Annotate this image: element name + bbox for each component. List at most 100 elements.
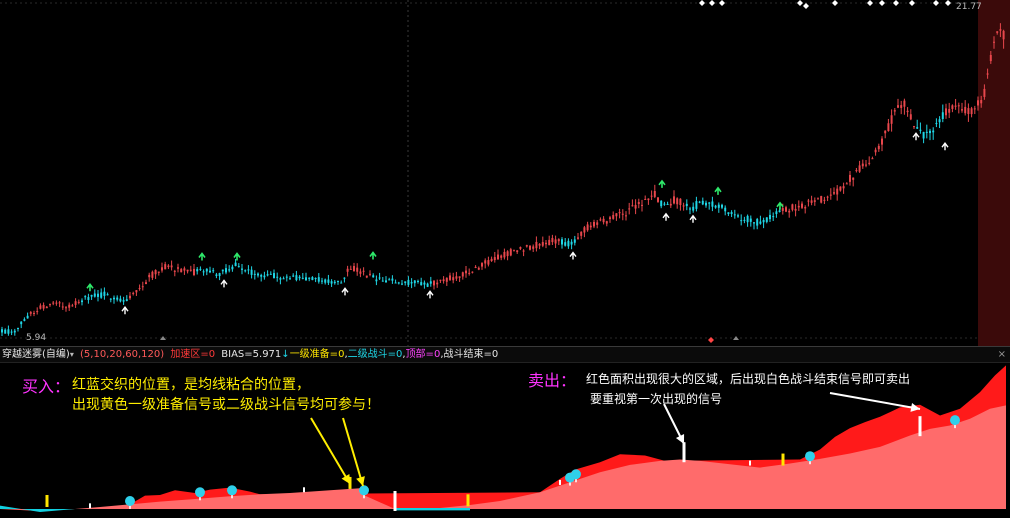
candle-body xyxy=(465,270,467,274)
sell-line1: 红色面积出现很大的区域，后出现白色战斗结束信号即可卖出 xyxy=(586,372,911,386)
candle-body xyxy=(84,296,87,298)
candle-body xyxy=(977,100,979,106)
candle-body xyxy=(660,200,663,207)
candle-body xyxy=(983,88,986,97)
dot-stem xyxy=(575,476,577,483)
candle-body xyxy=(356,267,359,272)
candle-body xyxy=(810,200,813,203)
candle-body xyxy=(321,280,323,282)
candle-body xyxy=(74,301,77,305)
candle-body xyxy=(714,205,717,208)
candle-body xyxy=(116,297,119,300)
candle-body xyxy=(81,300,83,303)
candle-body xyxy=(621,213,624,215)
candle-body xyxy=(141,286,144,288)
sell-arrow-2 xyxy=(829,392,921,410)
candle-body xyxy=(833,192,835,194)
candle-body xyxy=(954,105,957,107)
candle-body xyxy=(65,307,67,309)
candle-body xyxy=(538,243,541,246)
candle-body xyxy=(349,268,352,270)
white-signal-arrow xyxy=(689,214,697,223)
price-low-label: 5.94 xyxy=(26,333,47,343)
sell-arrow-1-head xyxy=(675,434,685,444)
candle-body xyxy=(445,277,448,282)
candle-body xyxy=(772,216,775,218)
price-chart xyxy=(0,0,1010,346)
sell-arrow-1 xyxy=(663,403,685,445)
candle-body xyxy=(237,266,240,268)
candle-body xyxy=(938,119,941,123)
candle-body xyxy=(225,268,227,273)
close-panel-icon[interactable]: × xyxy=(997,349,1006,360)
candle-body xyxy=(289,278,291,280)
candle-body xyxy=(740,220,743,222)
candle-body xyxy=(807,200,810,202)
candle-body xyxy=(305,277,307,281)
candle-body xyxy=(167,265,170,268)
candle-body xyxy=(404,281,407,283)
candle-body xyxy=(765,217,768,222)
candle-body xyxy=(618,212,621,214)
candle-body xyxy=(381,280,384,282)
candle-body xyxy=(605,221,608,224)
candle-body xyxy=(500,255,503,258)
candle-body xyxy=(519,247,522,249)
candle-body xyxy=(183,268,186,271)
candle-body xyxy=(330,281,333,284)
bias-value: BIAS=5.971 xyxy=(221,349,282,360)
candle-body xyxy=(218,273,221,276)
candle-body xyxy=(333,281,336,284)
candle-body xyxy=(679,198,682,206)
candle-body xyxy=(343,277,346,279)
candle-body xyxy=(548,239,551,246)
candle-body xyxy=(753,222,755,224)
candle-body xyxy=(7,329,10,334)
candle-body xyxy=(346,268,349,272)
candle-body xyxy=(49,304,51,306)
candle-body xyxy=(68,304,71,308)
candle-body xyxy=(263,275,266,278)
sell-title: 卖出： xyxy=(528,371,577,390)
top-diamond-marker xyxy=(803,3,809,9)
buy-arrow-1-head xyxy=(341,474,350,484)
candle-body xyxy=(157,271,160,273)
candle-body xyxy=(541,242,544,246)
candle-body xyxy=(276,276,279,278)
candle-body xyxy=(631,205,634,207)
candle-body xyxy=(564,242,567,246)
top-value: 顶部=0 xyxy=(405,349,441,360)
candle-body xyxy=(266,274,269,276)
candle-body xyxy=(490,258,493,262)
candle-body xyxy=(964,106,967,114)
buy-title: 买入： xyxy=(22,377,71,396)
candle-body xyxy=(986,73,989,75)
candle-body xyxy=(103,291,106,296)
indicator-dropdown-icon[interactable]: ▾ xyxy=(69,350,74,359)
candle-body xyxy=(945,108,947,116)
candle-body xyxy=(340,282,343,284)
candle-body xyxy=(369,273,371,275)
candle-body xyxy=(113,297,115,300)
candle-body xyxy=(996,31,999,33)
bias-arrow-icon: ↓ xyxy=(281,349,290,360)
yellow-signal-bar xyxy=(466,494,470,507)
dot-stem xyxy=(231,492,233,499)
indicator-name[interactable]: 穿越迷雾(自编) xyxy=(2,349,70,360)
candle-body xyxy=(436,282,439,285)
gray-tick-marker xyxy=(160,336,166,340)
sell-arrow-2-head xyxy=(910,402,920,412)
candle-body xyxy=(724,207,727,212)
candle-body xyxy=(353,266,355,272)
candle-body xyxy=(935,123,938,125)
candle-body xyxy=(506,251,509,257)
dot-stem xyxy=(363,492,365,499)
candle-body xyxy=(503,251,506,258)
green-signal-arrow xyxy=(86,282,94,292)
candle-body xyxy=(161,267,163,271)
top-diamond-marker xyxy=(699,0,705,6)
candle-body xyxy=(97,293,99,297)
candle-body xyxy=(269,273,272,275)
candle-body xyxy=(628,208,631,210)
